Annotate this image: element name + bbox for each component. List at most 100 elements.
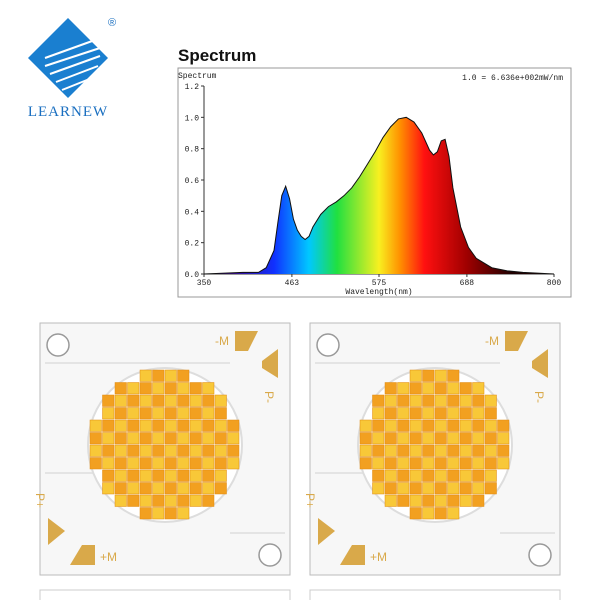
pad: [532, 349, 548, 378]
spectrum-line: [203, 116, 555, 275]
led-chip: [177, 444, 190, 457]
led-chip: [189, 494, 202, 507]
led-chip: [114, 432, 127, 445]
led-chip: [434, 369, 447, 382]
led-chip: [447, 469, 460, 482]
led-chip: [472, 482, 485, 495]
led-chip: [497, 419, 510, 432]
pad: [262, 349, 278, 378]
led-chip: [139, 444, 152, 457]
led-chip: [189, 469, 202, 482]
x-tick-label: 350: [197, 279, 212, 288]
led-chip: [459, 494, 472, 507]
led-chip: [202, 394, 215, 407]
led-chip: [422, 382, 435, 395]
led-chip: [397, 444, 410, 457]
led-chip: [459, 444, 472, 457]
pad-label: P-: [532, 391, 546, 403]
led-chip: [409, 369, 422, 382]
led-chip: [127, 432, 140, 445]
led-chip: [397, 469, 410, 482]
led-chip: [127, 407, 140, 420]
led-chip: [434, 494, 447, 507]
led-chip: [102, 469, 115, 482]
led-chip: [102, 457, 115, 470]
plot: 0.0 0.2 0.4 0.6 0.8 1.0 1.2 350 463 575 688 800: [185, 83, 562, 288]
led-chip: [409, 382, 422, 395]
led-chip: [409, 394, 422, 407]
led-chip: [139, 482, 152, 495]
led-chip: [447, 494, 460, 507]
led-chip: [177, 469, 190, 482]
led-chip: [384, 494, 397, 507]
led-chip: [472, 432, 485, 445]
pad-label: -M: [485, 334, 499, 348]
led-chip: [214, 482, 227, 495]
led-chip: [177, 457, 190, 470]
led-board: -M P- P+ +M: [303, 322, 561, 576]
led-chip: [397, 394, 410, 407]
led-chip: [497, 432, 510, 445]
led-chip: [127, 469, 140, 482]
y-tick-label: 0.2: [185, 240, 200, 249]
y-tick-label: 0.4: [185, 208, 200, 217]
pad: [70, 545, 95, 565]
led-chip: [102, 407, 115, 420]
led-chip: [372, 469, 385, 482]
led-chip: [459, 482, 472, 495]
led-chip: [189, 419, 202, 432]
board-partial: [39, 589, 291, 600]
trace: [45, 362, 285, 534]
pad-label: P+: [33, 493, 47, 508]
led-chip: [152, 369, 165, 382]
led-chip: [372, 394, 385, 407]
led-chip: [214, 407, 227, 420]
led-chip: [152, 407, 165, 420]
pad: [318, 518, 335, 545]
led-chip: [114, 382, 127, 395]
led-chip: [397, 457, 410, 470]
led-chip: [189, 457, 202, 470]
led-chip: [472, 444, 485, 457]
led-chip: [372, 444, 385, 457]
led-chip: [409, 507, 422, 520]
led-chip: [447, 394, 460, 407]
led-chip: [202, 469, 215, 482]
led-chip: [152, 444, 165, 457]
led-chip: [434, 419, 447, 432]
y-tick-label: 1.2: [185, 83, 200, 92]
y-axis-label: Spectrum: [178, 72, 217, 81]
led-chip: [152, 432, 165, 445]
y-tick-label: 0.0: [185, 271, 200, 280]
pad-label: +M: [370, 550, 387, 564]
led-chip: [384, 482, 397, 495]
led-chip: [409, 494, 422, 507]
led-chip: [152, 507, 165, 520]
led-chip: [114, 469, 127, 482]
led-chip: [484, 394, 497, 407]
led-chip: [434, 394, 447, 407]
led-chip: [422, 494, 435, 507]
led-chip: [422, 432, 435, 445]
led-chip: [89, 419, 102, 432]
led-chip: [164, 394, 177, 407]
led-chip: [102, 444, 115, 457]
led-chip: [102, 419, 115, 432]
led-chip: [164, 407, 177, 420]
led-chip: [397, 494, 410, 507]
x-tick-label: 575: [372, 279, 387, 288]
logo-text: LEARNEW: [28, 104, 108, 120]
led-chip: [127, 494, 140, 507]
led-chip: [372, 482, 385, 495]
led-chip: [202, 444, 215, 457]
x-axis-label: Wavelength(nm): [345, 288, 412, 297]
led-chip: [164, 457, 177, 470]
y-tick-label: 0.6: [185, 177, 200, 186]
led-chip: [459, 469, 472, 482]
led-chip: [459, 394, 472, 407]
led-chip: [152, 394, 165, 407]
led-chip: [384, 469, 397, 482]
led-chip: [139, 369, 152, 382]
led-chip: [127, 482, 140, 495]
led-chip: [434, 444, 447, 457]
